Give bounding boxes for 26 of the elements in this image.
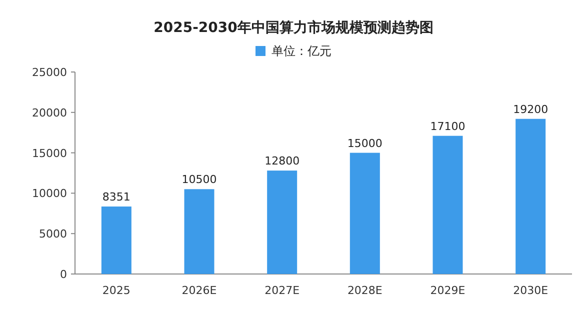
- bar: [350, 152, 380, 274]
- data-label: 15000: [347, 136, 382, 150]
- data-label: 12800: [264, 154, 300, 168]
- bar: [432, 136, 463, 274]
- y-tick-label: 10000: [32, 187, 67, 200]
- legend-label: 单位：亿元: [272, 44, 332, 58]
- y-tick-label: 15000: [32, 146, 67, 160]
- x-tick-label: 2028E: [347, 284, 382, 297]
- bar: [101, 206, 132, 274]
- y-tick-label: 20000: [32, 106, 67, 120]
- x-tick-label: 2030E: [513, 284, 548, 297]
- chart-title: 2025-2030年中国算力市场规模预测趋势图: [154, 19, 434, 36]
- bar: [516, 118, 546, 274]
- x-tick-label: 2029E: [430, 284, 466, 297]
- data-label: 17100: [430, 120, 466, 133]
- y-tick-label: 5000: [39, 228, 67, 241]
- data-label: 10500: [182, 173, 217, 186]
- data-label: 19200: [513, 102, 548, 116]
- x-tick-label: 2025: [102, 284, 130, 297]
- y-tick-label: 0: [60, 268, 67, 281]
- y-tick-label: 25000: [32, 66, 67, 79]
- x-tick-label: 2026E: [182, 284, 217, 297]
- bar: [267, 170, 298, 274]
- bar: [184, 189, 214, 274]
- x-tick-label: 2027E: [264, 284, 300, 297]
- data-label: 8351: [102, 190, 130, 204]
